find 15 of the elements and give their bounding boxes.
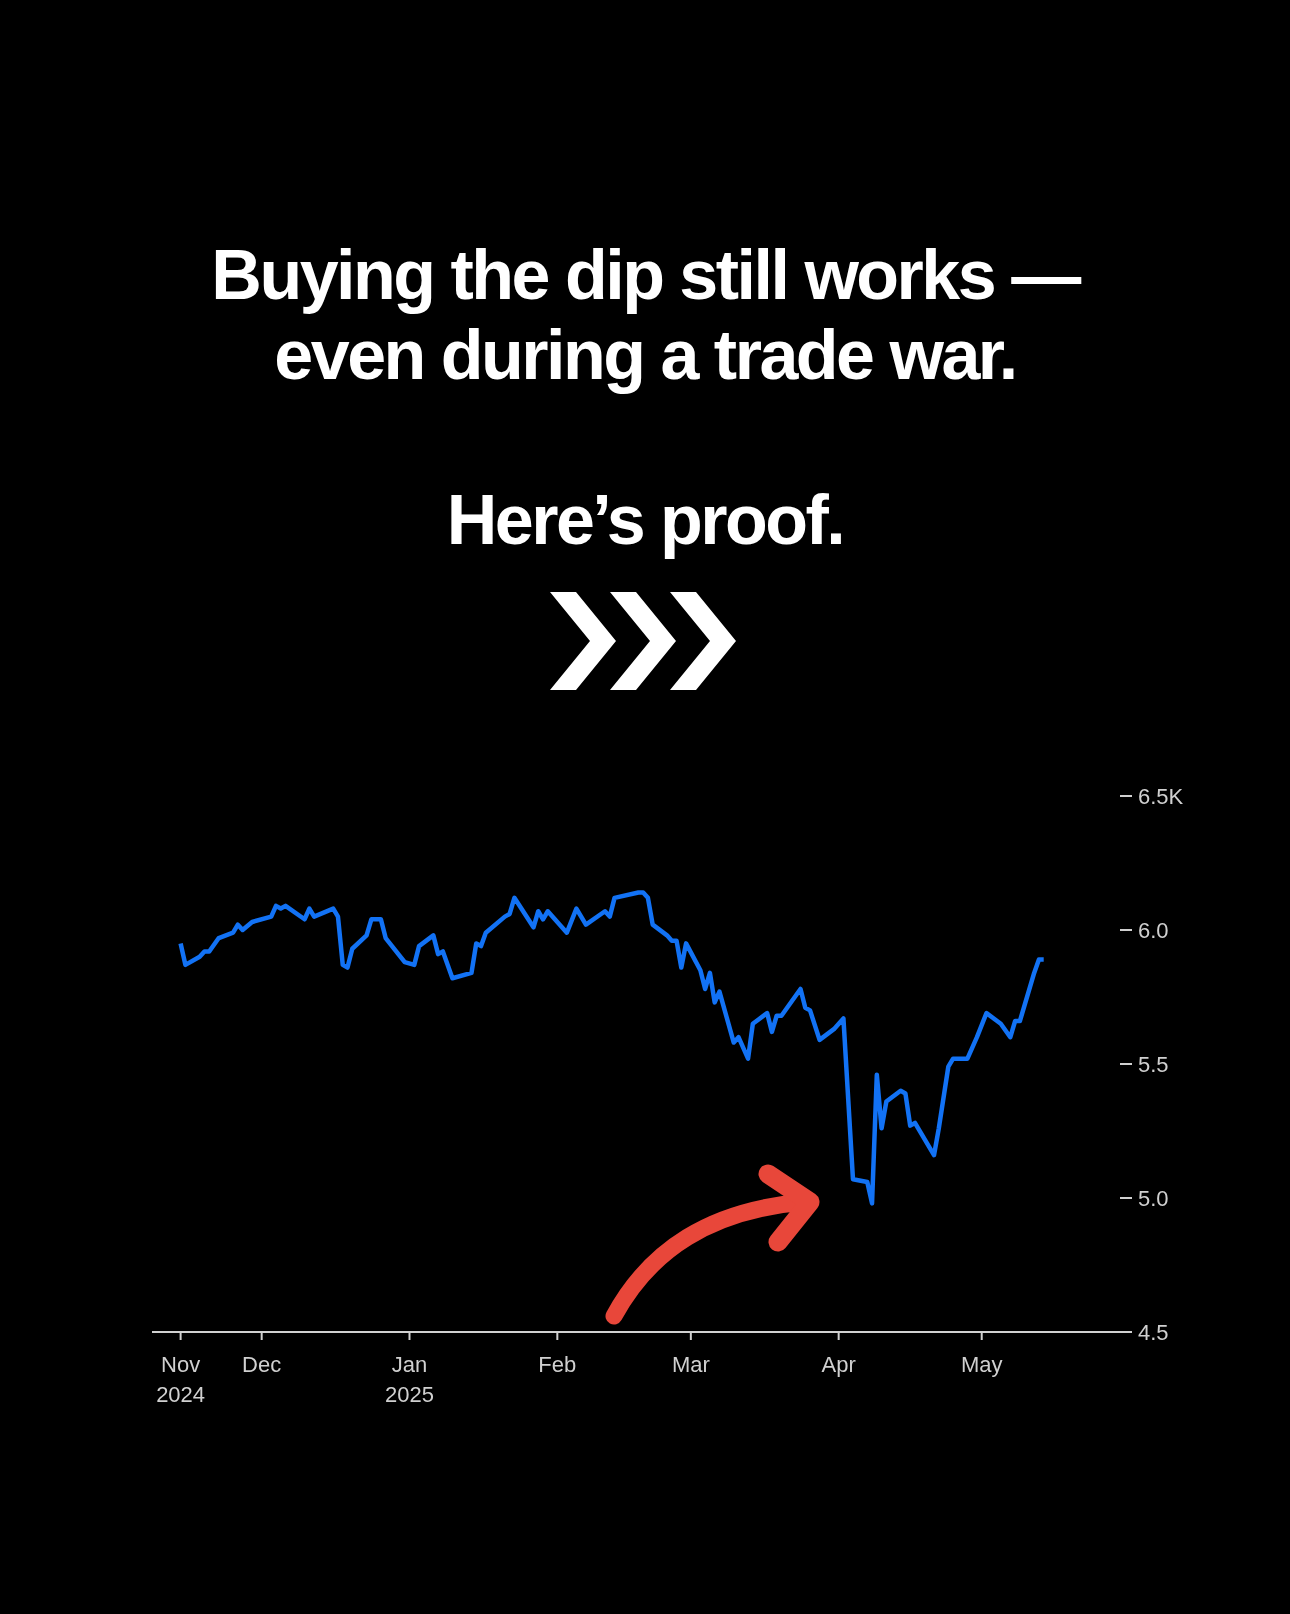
x-tick-label: Mar [671,1352,710,1377]
x-tick-label: May [960,1352,1003,1377]
y-tick-label: 4.5 [1138,1319,1169,1345]
y-tick-label: 5.0 [1138,1185,1169,1211]
chart-subtitle: Here’s proof. [445,480,845,560]
y-tick-label: 5.5 [1138,1051,1169,1077]
chart-title: Buying the dip still works — even during a trade war. [210,235,1081,395]
x-tick-label: Dec [242,1352,282,1377]
x-tick-label: Nov 2024 [156,1352,206,1407]
x-tick-label: Apr [821,1352,856,1377]
x-tick-label: Feb [538,1352,577,1377]
y-tick-label: 6.0 [1138,917,1169,943]
y-tick-label: 6.5K [1138,783,1184,809]
line-series [178,890,1046,1206]
x-tick-label: Jan 2025 [385,1352,434,1407]
